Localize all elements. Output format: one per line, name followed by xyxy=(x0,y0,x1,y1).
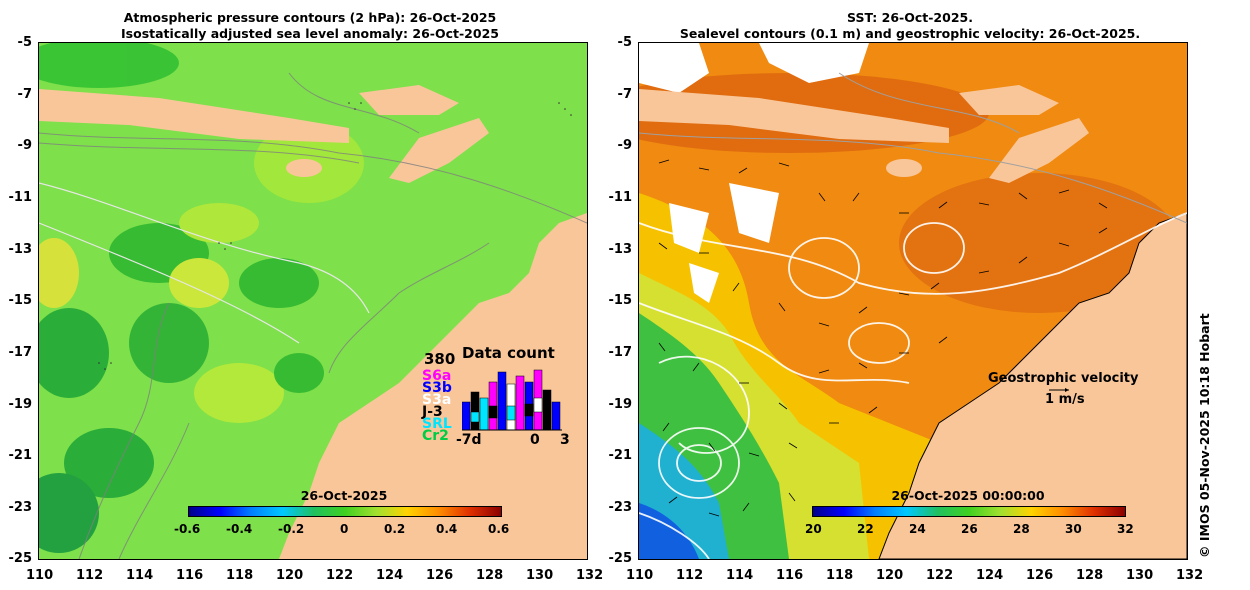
right-x-tick-4: 118 xyxy=(826,568,854,583)
left-y-tick-3: -11 xyxy=(8,190,33,205)
right-x-tick-7: 124 xyxy=(976,568,1004,583)
right-y-tick-6: -17 xyxy=(608,345,633,360)
left-x-tick-8: 126 xyxy=(426,568,454,583)
sla-colorbar-title: 26-Oct-2025 xyxy=(300,488,388,503)
left-title-line1: Atmospheric pressure contours (2 hPa): 2… xyxy=(123,10,497,25)
right-y-tick-1: -7 xyxy=(617,87,632,102)
left-title: Atmospheric pressure contours (2 hPa): 2… xyxy=(60,10,560,42)
velocity-scale: 1 m/s xyxy=(1045,392,1085,407)
right-y-tick-2: -9 xyxy=(617,138,632,153)
left-x-tick-2: 114 xyxy=(126,568,154,583)
right-x-tick-3: 116 xyxy=(776,568,804,583)
right-x-tick-0: 110 xyxy=(626,568,654,583)
data-count-max: 380 xyxy=(424,350,456,368)
right-x-tick-2: 114 xyxy=(726,568,754,583)
right-y-tick-8: -21 xyxy=(608,448,633,463)
sat-srl: SRL xyxy=(422,416,452,432)
right-y-tick-9: -23 xyxy=(608,500,633,515)
sst-tick-2: 24 xyxy=(909,522,926,536)
right-y-tick-0: -5 xyxy=(617,35,632,50)
right-x-tick-1: 112 xyxy=(676,568,704,583)
right-x-tick-10: 130 xyxy=(1126,568,1154,583)
left-y-tick-0: -5 xyxy=(17,35,32,50)
left-y-tick-10: -25 xyxy=(8,551,33,566)
left-x-tick-11: 132 xyxy=(576,568,604,583)
left-y-tick-4: -13 xyxy=(8,242,33,257)
left-x-tick-10: 130 xyxy=(526,568,554,583)
right-y-tick-4: -13 xyxy=(608,242,633,257)
sst-map xyxy=(638,42,1188,560)
left-x-tick-7: 124 xyxy=(376,568,404,583)
right-x-tick-5: 120 xyxy=(876,568,904,583)
sat-cr2: Cr2 xyxy=(422,428,449,444)
sat-s3a: S3a xyxy=(422,392,452,408)
left-y-tick-7: -19 xyxy=(8,397,33,412)
right-title: SST: 26-Oct-2025. Sealevel contours (0.1… xyxy=(630,10,1190,42)
left-y-tick-8: -21 xyxy=(8,448,33,463)
left-x-tick-6: 122 xyxy=(326,568,354,583)
sla-tick-0: -0.6 xyxy=(174,522,201,536)
left-x-tick-5: 120 xyxy=(276,568,304,583)
velocity-label: Geostrophic velocity xyxy=(988,371,1139,386)
sla-tick-6: 0.6 xyxy=(488,522,510,536)
right-x-tick-6: 122 xyxy=(926,568,954,583)
data-count-title: Data count xyxy=(462,344,555,362)
sst-tick-6: 32 xyxy=(1117,522,1134,536)
sst-map-graphic xyxy=(639,43,1187,559)
right-x-tick-8: 126 xyxy=(1026,568,1054,583)
left-x-tick-3: 116 xyxy=(176,568,204,583)
data-count-x-end: 3 xyxy=(560,432,570,448)
sst-colorbar-ticks: 20 22 24 26 28 30 32 xyxy=(805,522,1134,538)
data-count-inset: 380 Data count S6a S3b S3a J-3 SRL Cr2 -… xyxy=(420,340,585,455)
sla-tick-2: -0.2 xyxy=(278,522,305,536)
sla-tick-4: 0.2 xyxy=(384,522,406,536)
sla-tick-1: -0.4 xyxy=(226,522,253,536)
sst-tick-3: 26 xyxy=(961,522,978,536)
left-y-tick-1: -7 xyxy=(17,87,32,102)
sst-colorbar-title: 26-Oct-2025 00:00:00 xyxy=(891,488,1045,503)
left-y-tick-6: -17 xyxy=(8,345,33,360)
sat-s6a: S6a xyxy=(422,368,452,384)
sat-s3b: S3b xyxy=(422,380,452,396)
left-x-tick-1: 112 xyxy=(76,568,104,583)
sst-tick-0: 20 xyxy=(805,522,822,536)
imos-credit: © IMOS 05-Nov-2025 10:18 Hobart xyxy=(1197,313,1212,558)
left-x-tick-9: 128 xyxy=(476,568,504,583)
sla-tick-5: 0.4 xyxy=(436,522,458,536)
data-count-x-start: -7d xyxy=(456,432,482,448)
left-y-tick-9: -23 xyxy=(8,500,33,515)
sla-colorbar-ticks: -0.6 -0.4 -0.2 0 0.2 0.4 0.6 xyxy=(174,522,509,538)
right-x-tick-9: 128 xyxy=(1076,568,1104,583)
left-y-tick-2: -9 xyxy=(17,138,32,153)
right-y-tick-10: -25 xyxy=(608,551,633,566)
sla-tick-3: 0 xyxy=(340,522,349,536)
sst-tick-4: 28 xyxy=(1013,522,1030,536)
sla-map xyxy=(38,42,588,560)
left-x-tick-4: 118 xyxy=(226,568,254,583)
data-count-bars xyxy=(462,369,562,431)
sst-tick-1: 22 xyxy=(857,522,874,536)
sla-colorbar xyxy=(188,506,502,517)
sst-tick-5: 30 xyxy=(1065,522,1082,536)
sla-map-graphic xyxy=(39,43,587,559)
right-y-tick-3: -11 xyxy=(608,190,633,205)
right-y-tick-5: -15 xyxy=(608,293,633,308)
sst-colorbar xyxy=(812,506,1126,517)
right-y-tick-7: -19 xyxy=(608,397,633,412)
left-title-line2: Isostatically adjusted sea level anomaly… xyxy=(121,26,499,41)
right-title-line2: Sealevel contours (0.1 m) and geostrophi… xyxy=(679,26,1141,41)
right-title-line1: SST: 26-Oct-2025. xyxy=(847,10,973,25)
data-count-x-mid: 0 xyxy=(530,432,540,448)
left-x-tick-0: 110 xyxy=(26,568,54,583)
sat-j3: J-3 xyxy=(422,404,443,420)
right-x-tick-11: 132 xyxy=(1176,568,1204,583)
left-y-tick-5: -15 xyxy=(8,293,33,308)
